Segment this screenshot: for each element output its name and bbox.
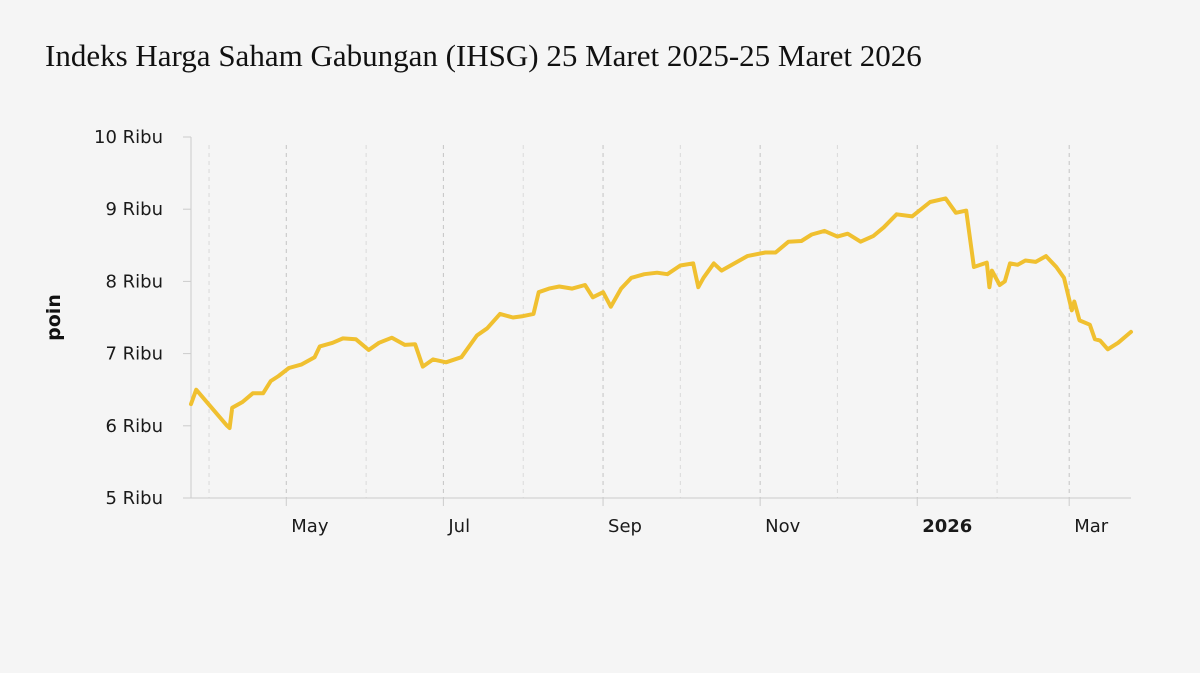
y-tick-label: 6 Ribu (105, 416, 163, 437)
y-tick-label: 8 Ribu (105, 271, 163, 292)
y-tick-label: 7 Ribu (105, 344, 163, 365)
y-tick-label: 9 Ribu (105, 199, 163, 220)
x-tick-label: Mar (1074, 516, 1109, 537)
x-tick-label: Nov (765, 516, 800, 537)
x-tick-label: Sep (608, 516, 642, 537)
series-line (189, 196, 1133, 430)
x-tick-label: Jul (447, 516, 470, 537)
x-tick-label: 2026 (922, 516, 972, 537)
y-tick-label: 10 Ribu (94, 127, 163, 148)
chart-title: Indeks Harga Saham Gabungan (IHSG) 25 Ma… (45, 38, 922, 73)
x-tick-label: May (291, 516, 329, 537)
y-axis-title: poin (43, 294, 65, 341)
y-tick-label: 5 Ribu (105, 488, 163, 509)
